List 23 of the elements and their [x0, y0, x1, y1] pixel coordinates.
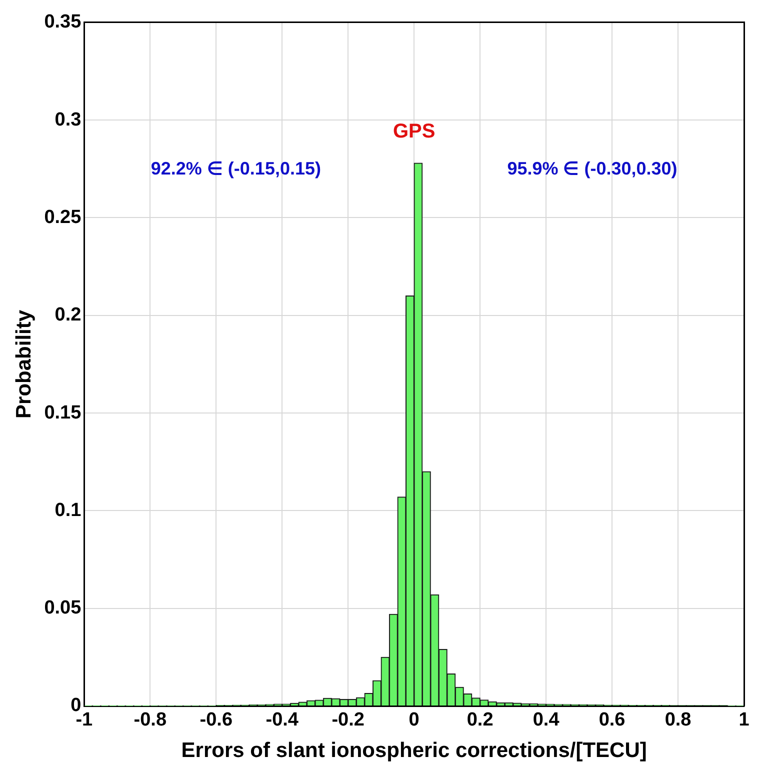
annotation: 92.2% ∈ (-0.15,0.15) — [150, 158, 321, 178]
y-tick-label: 0.05 — [44, 598, 82, 619]
y-tick-label: 0.3 — [54, 109, 82, 130]
annotation: 95.9% ∈ (-0.30,0.30) — [507, 158, 678, 178]
y-tick-label: 0.15 — [44, 402, 82, 424]
y-tick-label: 0.2 — [54, 304, 82, 326]
x-tick-label: -0.4 — [266, 710, 299, 731]
x-tick-label: -0.6 — [200, 710, 233, 731]
x-tick-label: -0.2 — [332, 710, 364, 731]
x-tick-label: 0.4 — [532, 710, 560, 731]
x-axis-title: Errors of slant ionospheric corrections/[TECU] — [181, 739, 647, 762]
x-tick-label: 0.6 — [598, 710, 626, 731]
y-tick-label: 0.1 — [54, 500, 82, 521]
y-tick-label: 0.35 — [44, 12, 82, 33]
x-tick-label: 0.8 — [664, 710, 692, 731]
x-tick-label: 0.2 — [466, 710, 494, 731]
x-tick-label: -0.8 — [134, 710, 167, 731]
y-tick-label: 0.25 — [44, 206, 82, 228]
x-tick-label: 1 — [738, 710, 750, 731]
y-tick-label: 0 — [70, 695, 82, 716]
text: GPS — [392, 120, 436, 142]
x-tick-label: 0 — [408, 710, 420, 731]
y-axis-title: Probability — [12, 310, 36, 418]
